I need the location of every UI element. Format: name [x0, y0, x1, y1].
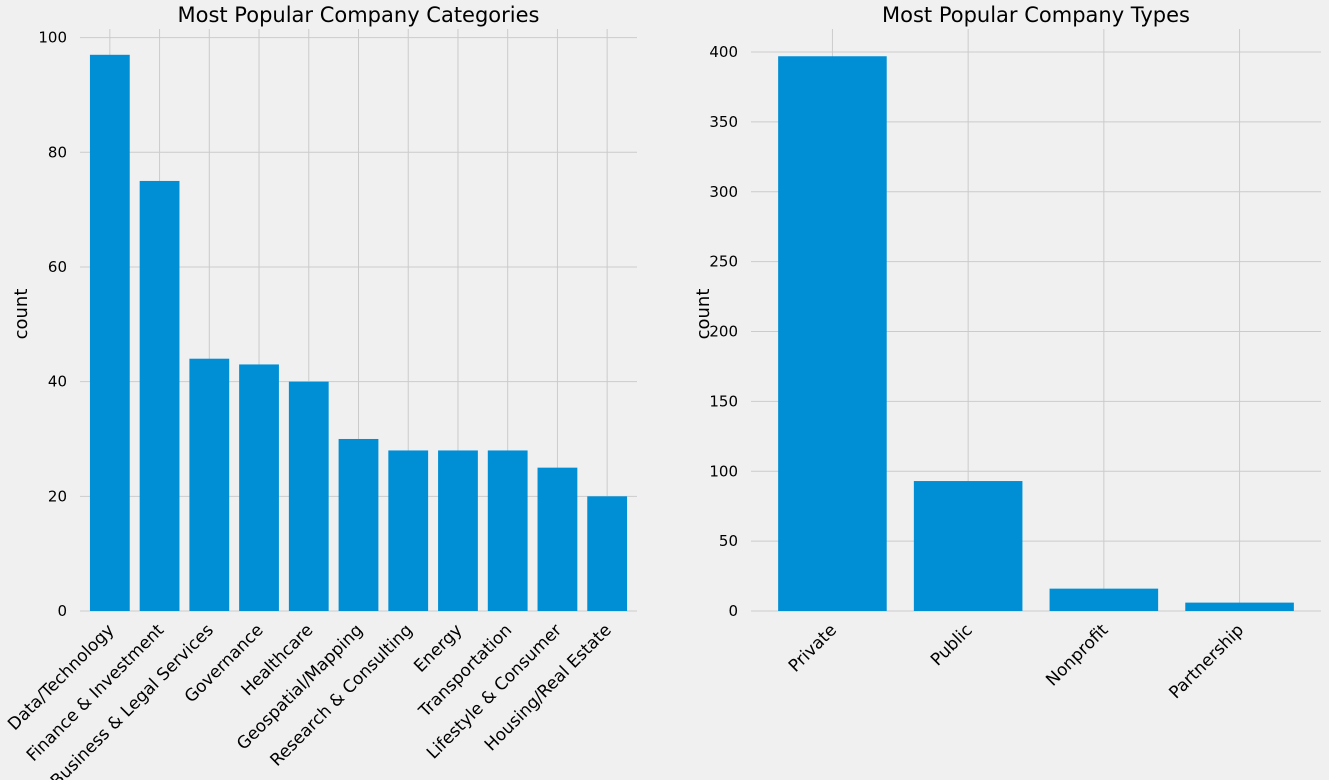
bar — [338, 438, 379, 611]
bar — [913, 481, 1023, 611]
bar — [1049, 588, 1159, 611]
chart-company-types: Most Popular Company Types count 0 50 100 1… — [693, 3, 1321, 703]
bars — [89, 54, 628, 611]
bar — [1185, 602, 1294, 611]
bar — [189, 358, 230, 611]
y-tick-label: 50 — [719, 532, 738, 550]
y-tick-label: 80 — [48, 143, 67, 161]
bar — [587, 496, 628, 611]
y-tick-labels: 0 20 40 60 80 100 — [38, 29, 67, 620]
bar — [288, 381, 329, 611]
bar — [239, 364, 279, 611]
x-tick-labels: Private Public Nonprofit Partnership — [785, 620, 1248, 703]
y-tick-labels: 0 50 100 150 200 250 300 350 400 — [709, 43, 738, 620]
y-tick-label: 0 — [728, 602, 738, 620]
bar — [537, 467, 578, 611]
chart-company-categories: Most Popular Company Categories count 0 2… — [4, 3, 637, 780]
y-tick-label: 250 — [709, 253, 738, 271]
bar — [487, 450, 528, 611]
x-tick-label: Nonprofit — [1042, 620, 1112, 690]
x-tick-label: Public — [927, 620, 977, 670]
y-tick-label: 100 — [709, 462, 738, 480]
bar — [778, 56, 887, 612]
bars — [778, 56, 1294, 612]
y-tick-label: 300 — [709, 183, 738, 201]
y-tick-label: 0 — [57, 602, 67, 620]
y-tick-label: 100 — [38, 29, 67, 47]
bar — [139, 180, 180, 611]
y-tick-label: 20 — [48, 487, 67, 505]
bar — [89, 54, 130, 611]
bar — [388, 450, 429, 611]
y-tick-label: 60 — [48, 258, 67, 276]
y-axis-label: count — [693, 289, 714, 340]
chart-title: Most Popular Company Types — [882, 3, 1190, 27]
x-tick-label: Partnership — [1165, 620, 1248, 703]
y-tick-label: 200 — [709, 323, 738, 341]
x-tick-label: Private — [785, 620, 841, 676]
y-axis-label: count — [11, 289, 32, 340]
bar — [438, 450, 478, 611]
y-tick-label: 350 — [709, 113, 738, 131]
chart-title: Most Popular Company Categories — [177, 3, 539, 27]
y-tick-label: 400 — [709, 43, 738, 61]
y-tick-label: 150 — [709, 392, 738, 410]
y-tick-label: 40 — [48, 373, 67, 391]
